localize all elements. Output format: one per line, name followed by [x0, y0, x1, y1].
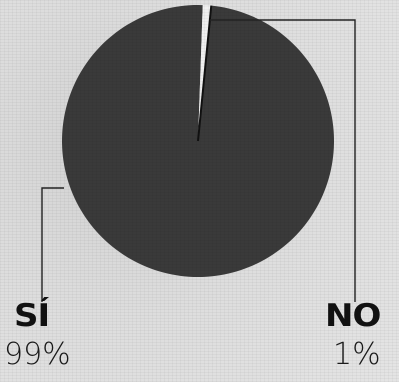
category-label-si: SÍ — [14, 297, 50, 335]
leader-line-si — [41, 187, 64, 302]
leader-lines — [41, 19, 356, 302]
leader-line-no — [210, 19, 356, 302]
pie-slices — [62, 4, 334, 277]
percent-label-no: 1% — [333, 337, 381, 372]
pie-slice-no-edge — [197, 5, 213, 142]
pie-slice-si — [62, 4, 334, 277]
category-label-no: NO — [325, 297, 381, 335]
percent-label-si: 99% — [4, 337, 71, 372]
